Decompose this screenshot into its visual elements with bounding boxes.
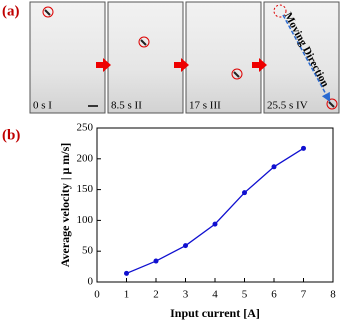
- robot: [231, 68, 243, 80]
- point: [271, 164, 277, 170]
- robot-body: [44, 9, 51, 16]
- x-tick-label: 6: [271, 289, 277, 301]
- point: [183, 243, 188, 249]
- robot: [42, 6, 54, 18]
- y-tick-label: 50: [82, 245, 94, 257]
- panel-label: (b): [2, 127, 20, 143]
- robot-body: [140, 39, 147, 46]
- frame: [29, 1, 106, 114]
- frames: 0 s I 8.5 s II 17 s III 25.5 s IV Moving…: [29, 1, 340, 114]
- x-tick-label: 7: [301, 289, 307, 301]
- robot-body: [328, 101, 335, 108]
- x-tick-label: 3: [183, 289, 189, 301]
- frame-label: 25.5 s IV: [267, 100, 308, 112]
- point: [242, 190, 247, 196]
- arrow: [96, 58, 111, 72]
- y-tick-label: 0: [88, 276, 94, 288]
- chart: Input current [A] Average velocity | μ m…: [58, 122, 337, 320]
- y-tick-label: 150: [77, 183, 94, 195]
- arrow: [252, 58, 267, 72]
- plot-frame: [96, 127, 334, 283]
- frame-label: 0 s I: [33, 100, 52, 112]
- frame-label: 8.5 s II: [111, 100, 142, 112]
- panel-label: (a): [2, 3, 20, 19]
- direction-arrow: [282, 14, 331, 102]
- x-tick-label: 4: [212, 289, 218, 301]
- frame: [107, 1, 184, 114]
- x-tick-label: 1: [124, 289, 130, 301]
- x-tick-label: 8: [330, 289, 336, 301]
- robot-body: [233, 71, 240, 78]
- point: [124, 270, 129, 276]
- x-axis-label: Input current [A]: [170, 306, 260, 320]
- y-tick-label: 100: [77, 214, 94, 226]
- y-tick-label: 250: [77, 122, 94, 134]
- frame: [185, 1, 262, 114]
- point: [301, 145, 306, 151]
- x-tick-label: 5: [242, 289, 248, 301]
- x-tick-label: 2: [153, 289, 159, 301]
- series-line: [126, 147, 304, 274]
- start-position: [273, 4, 287, 18]
- robot: [138, 36, 150, 48]
- point: [153, 258, 159, 264]
- point: [212, 221, 218, 227]
- y-tick-label: 200: [77, 152, 94, 164]
- x-tick-label: 0: [94, 289, 100, 301]
- frame-label: 17 s III: [189, 100, 221, 112]
- y-axis-label: Average velocity | μ m/s]: [58, 143, 72, 268]
- robot: [326, 98, 338, 110]
- arrow: [174, 58, 189, 72]
